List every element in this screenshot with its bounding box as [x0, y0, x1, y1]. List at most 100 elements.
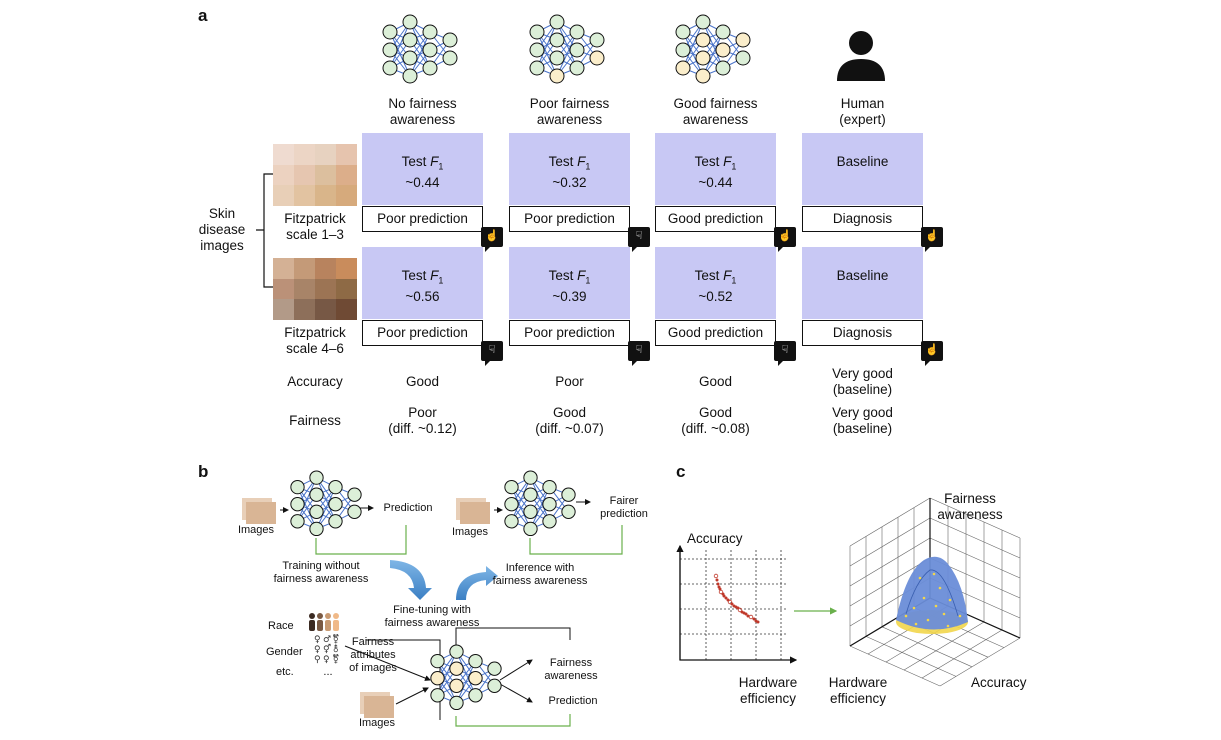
accuracy-value: Very good (baseline) — [802, 366, 923, 398]
tradeoff-2d-plot — [676, 544, 798, 664]
network-node — [468, 688, 483, 703]
skin-tone-cell — [315, 185, 336, 206]
accuracy-axis-label: Accuracy — [687, 531, 743, 546]
grid-line — [849, 517, 931, 567]
network-node — [290, 514, 305, 529]
network-node — [382, 60, 398, 76]
bracket — [256, 173, 274, 288]
gender-symbol-icon: ♀ — [323, 655, 330, 665]
skin-tone-cell — [273, 278, 294, 300]
skin-tone-cell — [315, 258, 336, 279]
result-box: Diagnosis — [802, 320, 923, 346]
training-label: Training without fairness awareness — [266, 560, 376, 586]
neural-network-icon — [504, 470, 576, 537]
accuracy-axis-label-3d: Accuracy — [971, 675, 1027, 690]
scatter-point — [737, 607, 743, 613]
scatter-point — [730, 602, 734, 606]
skin-tone-cell — [294, 164, 315, 186]
fairness-value: Good (diff. ~0.08) — [655, 405, 776, 437]
hardware-axis-label-3d: Hardware efficiency — [818, 675, 898, 707]
surface-point — [948, 598, 952, 602]
network-node — [422, 24, 438, 40]
network-node — [523, 470, 538, 485]
score-box: Test F1 ~0.44 — [362, 133, 483, 205]
hardware-axis-line: efficiency — [829, 691, 887, 706]
surface-point — [942, 612, 946, 616]
column-title-line: Poor fairness — [529, 96, 610, 111]
network-node — [549, 68, 565, 84]
network-node — [430, 671, 445, 686]
network-node — [449, 661, 464, 676]
person-icon — [333, 620, 339, 631]
column-title-line: Good fairness — [673, 96, 758, 111]
score-value: ~0.56 — [405, 288, 440, 304]
network-node — [468, 671, 483, 686]
network-node — [549, 50, 565, 66]
grid-line — [939, 637, 1021, 687]
network-node — [422, 42, 438, 58]
person-icon — [317, 613, 323, 619]
green-arrow — [794, 607, 838, 615]
score-box: Test F1 ~0.39 — [509, 247, 630, 319]
tradeoff-3d-plot — [849, 497, 1021, 687]
network-node — [561, 487, 576, 502]
network-node — [309, 504, 324, 519]
surface-point — [926, 618, 930, 622]
network-node — [309, 521, 324, 537]
surface-point — [918, 576, 922, 580]
accuracy-value-line: Good — [405, 374, 440, 389]
surface-point — [958, 614, 962, 618]
score-metric: Test F1 — [694, 154, 737, 172]
score-metric: Test F1 — [401, 268, 444, 286]
skin-swatch-dark — [273, 258, 357, 320]
scatter-point — [715, 578, 719, 582]
network-node — [468, 653, 483, 669]
surface-point — [922, 596, 926, 600]
person-icon — [309, 620, 315, 631]
images-label: Images — [237, 524, 275, 536]
fairness-value-line: (diff. ~0.07) — [535, 421, 604, 436]
network-node — [523, 504, 538, 519]
network-node — [695, 68, 711, 84]
score-value: ~0.44 — [405, 174, 440, 190]
fairness-axis-label: Fairness awareness — [930, 491, 1010, 523]
skin-tone-cell — [273, 164, 294, 186]
network-node — [561, 504, 576, 519]
gender-symbol-icon: ♀ — [314, 635, 321, 645]
scatter-point — [746, 614, 750, 618]
network-node — [442, 50, 458, 66]
person-icon — [837, 31, 885, 81]
hardware-axis-label: Hardware efficiency — [728, 675, 808, 707]
score-value: ~0.52 — [698, 288, 733, 304]
fairness-value-line: (baseline) — [832, 421, 893, 436]
network-node — [542, 514, 557, 529]
network-node — [290, 497, 305, 512]
gender-symbol-icon: ⚲ — [314, 655, 321, 665]
row-label-line: Fitzpatrick — [284, 325, 346, 340]
fairness-attributes-line: Fairness — [351, 636, 395, 648]
accuracy-value-line: Very good — [832, 366, 893, 381]
network-node — [430, 688, 445, 703]
network-node — [569, 42, 585, 58]
network-node — [402, 14, 418, 30]
score-metric: Test F1 — [401, 154, 444, 172]
thumbs-up-icon: ☝ — [481, 227, 503, 252]
skin-tone-cell — [336, 185, 357, 206]
network-node — [569, 24, 585, 40]
network-node — [309, 470, 324, 485]
skin-swatch-light — [273, 144, 357, 206]
skin-tone-cell — [273, 144, 294, 165]
fairness-awareness-line: awareness — [544, 670, 598, 682]
scatter-point — [713, 573, 719, 579]
score-text: Test F1 ~0.32 — [509, 154, 630, 191]
skin-tone-cell — [315, 144, 336, 165]
grid-line — [849, 557, 931, 607]
score-box: Test F1 ~0.52 — [655, 247, 776, 319]
fairer-prediction-line: prediction — [600, 508, 648, 520]
fairer-prediction-line: Fairer — [609, 495, 639, 507]
network-node — [523, 487, 538, 502]
network-node — [695, 32, 711, 48]
network-node — [675, 60, 691, 76]
gender-label: Gender — [266, 646, 303, 658]
skin-tone-cell — [336, 258, 357, 279]
